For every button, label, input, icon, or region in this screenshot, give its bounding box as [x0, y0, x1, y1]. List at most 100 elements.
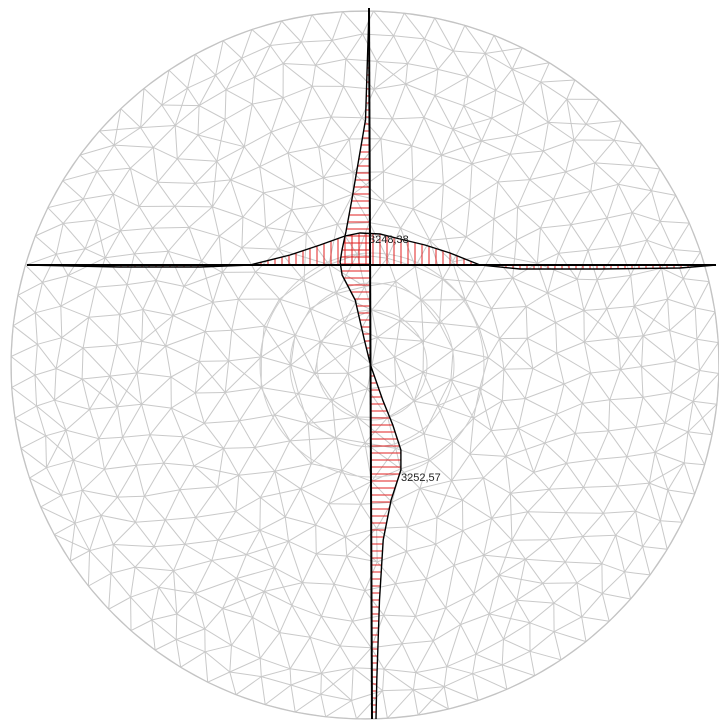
mesh-edge: [412, 689, 419, 716]
mesh-edge: [583, 310, 619, 339]
mesh-edge: [576, 582, 603, 594]
mesh-edge: [583, 308, 607, 311]
mesh-edge: [55, 368, 83, 380]
mesh-edge: [163, 462, 195, 467]
mesh-edge: [527, 488, 550, 513]
mesh-edge: [199, 361, 226, 393]
mesh-edge: [632, 165, 652, 192]
mesh-edge: [194, 361, 200, 394]
mesh-edge: [395, 266, 416, 282]
mesh-edge: [356, 416, 366, 444]
mesh-edge: [331, 399, 337, 438]
mesh-edge: [300, 463, 312, 489]
mesh-edge: [254, 414, 276, 448]
mesh-edge: [194, 593, 206, 630]
mesh-edge: [529, 602, 555, 624]
mesh-edge: [452, 50, 469, 77]
mesh-edge: [82, 171, 98, 200]
mesh-edge: [290, 672, 322, 686]
mesh-edge: [540, 198, 554, 229]
mesh-edge: [135, 434, 151, 466]
mesh-edge: [613, 120, 622, 141]
mesh-edge: [512, 277, 548, 294]
mesh-edge: [211, 206, 220, 237]
mesh-edge: [113, 127, 141, 146]
mesh-edge: [136, 462, 164, 466]
mesh-edge: [254, 440, 291, 448]
mesh-edge: [423, 95, 436, 118]
mesh-edge: [62, 198, 84, 224]
mesh-edge: [423, 405, 439, 435]
mesh-edge: [82, 198, 97, 221]
mesh-edge: [601, 534, 617, 564]
mesh-edge: [478, 327, 489, 358]
mesh-edge: [624, 546, 644, 573]
mesh-edge: [424, 17, 436, 40]
mesh-edge: [601, 563, 625, 573]
mesh-edge: [83, 193, 114, 200]
mesh-edge: [446, 666, 473, 675]
mesh-edge: [260, 364, 292, 388]
mesh-edge: [171, 407, 205, 424]
mesh-edge: [648, 452, 656, 484]
mesh-edge: [151, 587, 160, 621]
mesh-edge: [516, 599, 554, 604]
mesh-edge: [61, 489, 83, 496]
mesh-edge: [153, 519, 166, 547]
mesh-edge: [632, 143, 643, 166]
mesh-edge: [335, 293, 345, 323]
mesh-edge: [135, 465, 145, 497]
mesh-edge: [383, 179, 414, 202]
mesh-edge: [371, 281, 397, 311]
mesh-edge: [465, 218, 495, 238]
mesh-edge: [684, 462, 705, 466]
mesh-edge: [217, 474, 239, 488]
mesh-edge: [542, 582, 578, 584]
mesh-edge: [511, 539, 526, 560]
mesh-edge: [194, 560, 213, 594]
mesh-edge: [606, 217, 621, 247]
mesh-edge: [88, 314, 120, 318]
mesh-edge: [626, 451, 656, 458]
mesh-edge: [298, 393, 309, 424]
mesh-edge: [188, 206, 213, 228]
mesh-edge: [67, 275, 96, 288]
mesh-edge: [252, 97, 284, 105]
mesh-edge: [95, 219, 121, 232]
mesh-edge: [84, 248, 106, 259]
mesh-edge: [646, 221, 661, 241]
mesh-edge: [291, 605, 311, 638]
mesh-edge: [341, 469, 362, 505]
mesh-edge: [82, 375, 110, 380]
mesh-edge: [309, 616, 322, 638]
mesh-edge: [376, 528, 378, 562]
mesh-edge: [274, 567, 303, 584]
mesh-edge: [380, 138, 384, 172]
mesh-edge: [343, 86, 363, 118]
mesh-edge: [446, 653, 477, 668]
mesh-edge: [443, 686, 449, 710]
mesh-edge: [136, 372, 172, 378]
mesh-edge: [394, 357, 397, 386]
domain-boundary: [10, 10, 719, 720]
mesh-edge: [451, 440, 453, 481]
mesh-edge: [215, 74, 227, 91]
mesh-edge: [582, 534, 616, 537]
mesh-edge: [536, 227, 541, 264]
mesh-edge: [595, 430, 610, 460]
mesh-edge: [288, 524, 316, 542]
mesh-edge: [236, 554, 247, 579]
mesh-edge: [405, 83, 425, 118]
mesh-edge: [47, 198, 84, 209]
mesh-edge: [617, 165, 634, 185]
mesh-edge: [646, 239, 662, 269]
mesh-edge: [483, 477, 511, 494]
mesh-edge: [367, 385, 397, 390]
mesh-edge: [437, 405, 474, 419]
mesh-edge: [540, 81, 568, 100]
mesh-edge: [694, 281, 710, 309]
mesh-edge: [413, 689, 449, 710]
mesh-edge: [364, 257, 388, 287]
mesh-edge: [619, 212, 633, 247]
